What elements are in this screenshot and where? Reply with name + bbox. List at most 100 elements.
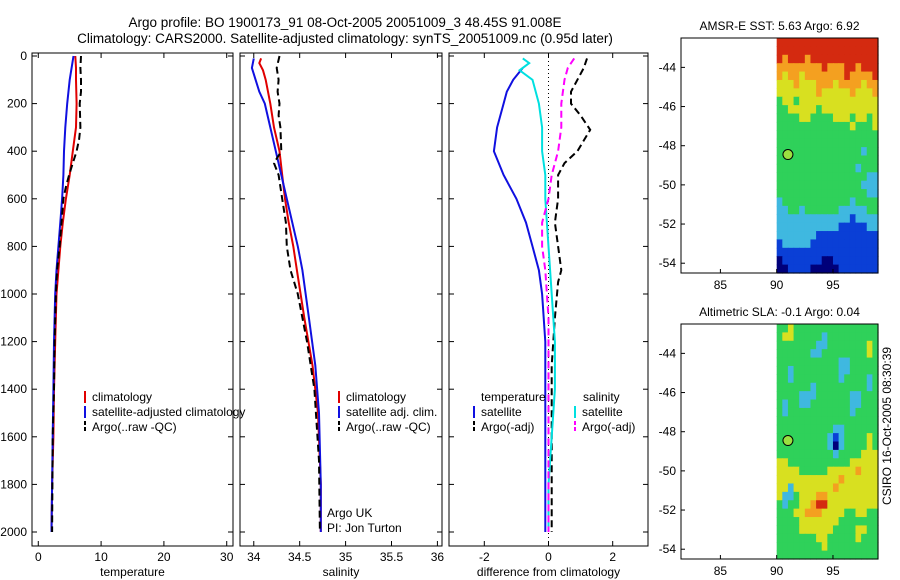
sla_map-cell (810, 441, 817, 451)
sst_map-cell (855, 256, 862, 266)
sst_map-cell (844, 63, 851, 73)
sst_map-cell (861, 147, 868, 157)
sst_map-cell (793, 155, 800, 165)
sst_map-cell (861, 231, 868, 241)
difference-xlabel: difference from climatology (477, 565, 620, 579)
sst_map-cell (872, 54, 879, 64)
sla_map-cell (816, 525, 823, 535)
sst_map-cell (849, 88, 857, 98)
sla_map-cell (787, 550, 795, 560)
sla_map-cell (844, 382, 851, 392)
sla_map-cell (844, 340, 851, 350)
sst_map-cell (861, 155, 868, 165)
sla_map-cell (810, 449, 817, 459)
sst_map-cell (844, 197, 851, 207)
sst_map-cell (787, 231, 795, 241)
sst_map-cell (816, 231, 823, 241)
sla_map-cell (787, 416, 795, 426)
sst_map-cell (832, 79, 840, 89)
sst_map-cell (844, 130, 851, 140)
sst_map-cell (838, 155, 845, 165)
sla_map-cell (821, 365, 828, 375)
sst_map-cell (821, 105, 828, 115)
sst_map-cell (866, 189, 873, 199)
sla_map-cell (861, 525, 868, 535)
sla_map-cell (804, 340, 812, 350)
sla_map-cell (849, 475, 857, 485)
sla_map-cell (782, 349, 789, 359)
sst_map-cell (793, 172, 800, 182)
sla_map-cell (838, 365, 845, 375)
sst_map-cell (872, 172, 879, 182)
sst_map-cell (793, 38, 800, 47)
sla_map-cell (821, 449, 828, 459)
sla_map-cell (861, 433, 868, 443)
sla_map-cell (810, 332, 817, 342)
sst_map-cell (844, 96, 851, 106)
sst_map-cell (832, 163, 840, 173)
sla_map-cell (832, 483, 840, 493)
sst_map-cell (849, 113, 857, 123)
sst_map-cell (838, 121, 845, 131)
sla_map-cell (832, 533, 840, 543)
sla_map-cell (810, 550, 817, 560)
sla_map-cell (827, 332, 834, 342)
sla_map-cell (821, 433, 828, 443)
sst_map-cell (849, 247, 857, 257)
sla_map-cell (832, 374, 840, 384)
sst_map-cell (872, 121, 879, 131)
sla_map-cell (816, 533, 823, 543)
sla_map-cell (816, 517, 823, 527)
sst_map-cell (816, 46, 823, 56)
sla_map-cell (816, 332, 823, 342)
sla_map-cell (832, 349, 840, 359)
sst_map-cell (804, 239, 812, 249)
sla_map-cell (844, 391, 851, 401)
sla_map-cell (872, 441, 879, 451)
sla_map-cell (821, 441, 828, 451)
sla_map-cell (849, 332, 857, 342)
sst_map-cell (787, 222, 795, 232)
sst_map-cell (849, 222, 857, 232)
sla_map-cell (804, 533, 812, 543)
sst_map-cell (832, 180, 840, 190)
sst_map-cell (810, 54, 817, 64)
sla_map-cell (844, 475, 851, 485)
sst_map-cell (787, 205, 795, 215)
sst_map-cell (821, 63, 828, 73)
sst_map-cell (849, 172, 857, 182)
sst_map-cell (799, 113, 806, 123)
sst_map-cell (832, 155, 840, 165)
sst_map-cell (855, 138, 862, 148)
sst_map-cell (821, 247, 828, 257)
sla_map-cell (776, 508, 783, 518)
sst_map-cell (787, 79, 795, 89)
sst_map-cell (804, 155, 812, 165)
sst_map-cell (855, 105, 862, 115)
sla_map-cell (849, 500, 857, 510)
sla_map-cell (787, 340, 795, 350)
sla_map-cell (804, 441, 812, 451)
sla_map-cell (832, 491, 840, 501)
sst_map-cell (872, 239, 879, 249)
sla_map-cell (787, 517, 795, 527)
sst_map-cell (827, 130, 834, 140)
sla_map-cell (799, 525, 806, 535)
sst_map-cell (793, 163, 800, 173)
sla_map-cell (855, 500, 862, 510)
sla_map-cell (844, 533, 851, 543)
sla_map-cell (799, 449, 806, 459)
sst_map-cell (827, 138, 834, 148)
sla_map-cell (804, 399, 812, 409)
sst_map-cell (782, 180, 789, 190)
sla_map-cell (787, 399, 795, 409)
sst_map-cell (832, 222, 840, 232)
sst_map-cell (793, 264, 800, 274)
sst_map-cell (866, 121, 873, 131)
sla_map-cell (816, 424, 823, 434)
sla_map-cell (804, 458, 812, 468)
sst_map-cell (872, 88, 879, 98)
sla_map-cell (832, 433, 840, 443)
sst_map-cell (872, 46, 879, 56)
